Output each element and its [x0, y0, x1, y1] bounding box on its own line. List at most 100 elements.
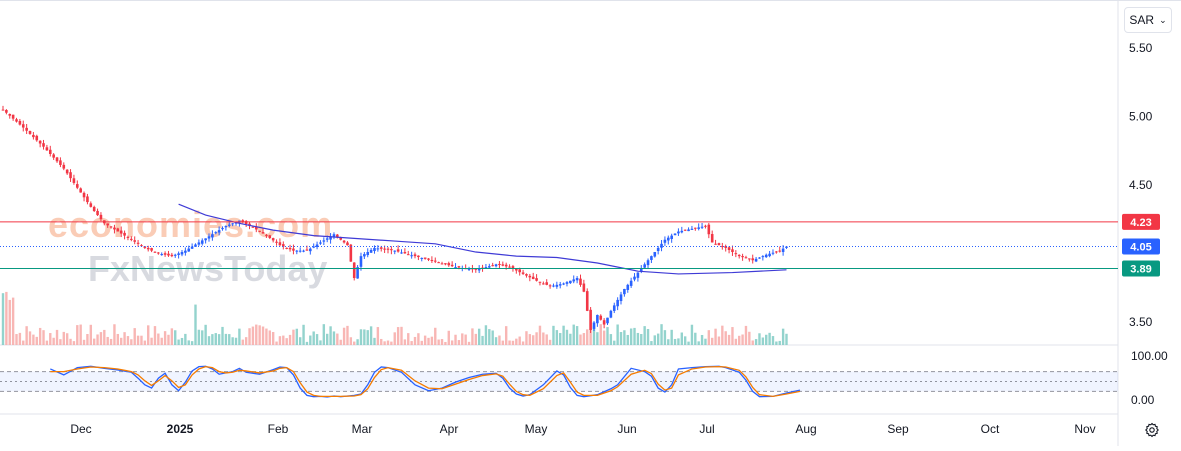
volume-bar — [613, 340, 616, 345]
volume-bar — [147, 325, 150, 345]
candle-body — [646, 260, 650, 266]
candle-body — [25, 127, 28, 131]
volume-bar — [62, 331, 65, 345]
volume-bar — [778, 340, 781, 345]
volume-bar — [170, 328, 174, 345]
volume-bar — [386, 340, 390, 345]
volume-bar — [592, 325, 596, 345]
candle-body — [386, 248, 390, 250]
time-tick-label: Oct — [981, 422, 1000, 436]
candle-body — [582, 283, 586, 292]
candle-body — [265, 234, 268, 236]
time-tick-label: Feb — [268, 422, 289, 436]
candle-body — [734, 253, 738, 255]
candle-body — [650, 256, 653, 260]
volume-bar — [72, 341, 76, 345]
candle-body — [177, 253, 180, 255]
volume-bar — [79, 324, 82, 345]
candle-body — [504, 264, 508, 267]
candle-body — [1, 109, 5, 111]
candle-body — [410, 255, 413, 257]
volume-bar — [309, 335, 312, 345]
volume-bar — [758, 333, 761, 345]
resistance-price-label: 4.23 — [1130, 217, 1151, 229]
volume-bar — [136, 335, 140, 345]
volume-bar — [49, 333, 52, 345]
volume-bar — [400, 326, 403, 345]
resistance-tag — [1122, 213, 1160, 230]
volume-bar — [86, 334, 89, 345]
candle-body — [585, 291, 589, 311]
candle-body — [639, 268, 643, 272]
volume-bar — [329, 326, 332, 345]
candle-body — [775, 251, 778, 253]
candle-body — [349, 244, 353, 262]
volume-bar — [302, 324, 305, 345]
volume-bar — [167, 334, 170, 345]
candle-body — [518, 269, 521, 273]
candle-body — [170, 254, 174, 257]
volume-bar — [119, 337, 123, 345]
volume-bar — [562, 325, 565, 345]
volume-bar — [59, 339, 62, 345]
volume-bar — [677, 338, 680, 345]
candle-body — [450, 264, 454, 267]
candle-body — [592, 322, 596, 329]
volume-bar — [231, 337, 234, 345]
candle-body — [163, 253, 167, 255]
candle-body — [99, 214, 103, 220]
candle-body — [754, 258, 758, 262]
support-tag — [1122, 260, 1160, 277]
candle-body — [599, 315, 603, 320]
volume-bar — [207, 336, 211, 345]
candle-body — [714, 243, 717, 245]
candle-body — [423, 257, 427, 259]
volume-bar — [518, 336, 521, 345]
candle-body — [666, 237, 670, 241]
volume-bar — [174, 330, 177, 345]
currency-selector[interactable]: SAR ⌄ — [1124, 7, 1172, 33]
volume-bar — [99, 332, 103, 345]
volume-bar — [315, 334, 319, 345]
volume-bar — [710, 337, 714, 345]
volume-bar — [275, 341, 278, 345]
volume-bar — [92, 338, 96, 345]
candle-body — [433, 260, 437, 262]
candle-body — [454, 267, 457, 269]
candle-body — [589, 309, 592, 331]
volume-bar — [322, 324, 326, 345]
volume-bar — [103, 329, 106, 345]
candle-body — [28, 130, 32, 134]
candle-body — [545, 282, 549, 285]
volume-bar — [109, 338, 113, 345]
volume-bar — [126, 336, 130, 345]
volume-bar — [1, 293, 5, 345]
candle-body — [430, 259, 434, 261]
volume-bar — [396, 327, 400, 345]
volume-bar — [295, 328, 299, 345]
settings-button[interactable] — [1141, 419, 1163, 441]
candle-body — [737, 254, 741, 257]
candle-body — [295, 250, 299, 252]
candle-body — [670, 235, 673, 239]
volume-bar — [532, 335, 535, 345]
candle-body — [673, 233, 677, 236]
candle-body — [214, 232, 218, 234]
volume-bar — [349, 337, 353, 345]
candle-body — [626, 284, 630, 290]
candle-body — [48, 149, 52, 154]
candle-body — [302, 250, 305, 252]
volume-bar — [180, 337, 184, 345]
volume-bar — [650, 341, 653, 345]
volume-bar — [413, 336, 417, 345]
volume-bar — [646, 329, 650, 345]
candle-body — [440, 263, 444, 265]
candle-body — [319, 242, 322, 244]
volume-bar — [738, 335, 741, 345]
stoch-d-line — [50, 365, 801, 398]
volume-bar — [376, 327, 380, 345]
candle-body — [781, 248, 785, 252]
candle-body — [565, 282, 569, 284]
stoch-band-fill — [0, 371, 1118, 392]
